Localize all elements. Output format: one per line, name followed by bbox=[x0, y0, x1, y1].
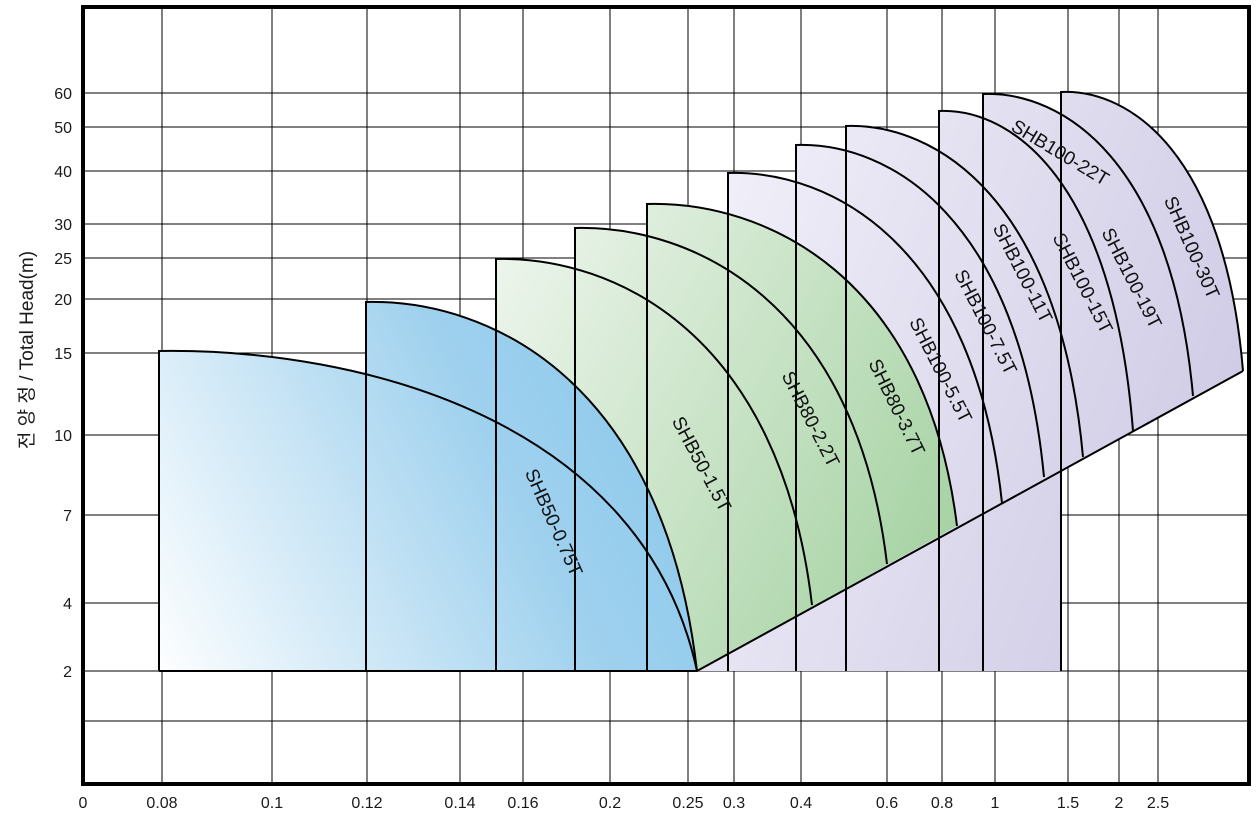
axis-tick-labels: 0 0.08 0.1 0.12 0.14 0.16 0.2 0.25 0.3 0.4 0.6 0.8 1… bbox=[54, 86, 1169, 812]
plot-frame bbox=[81, 5, 1251, 786]
curve-shb100-5-5t bbox=[646, 202, 958, 671]
x-tick-label: 0.6 bbox=[876, 795, 898, 812]
operating-area-fills bbox=[159, 91, 1243, 672]
y-tick-label: 15 bbox=[54, 346, 72, 363]
y-tick-label: 60 bbox=[54, 86, 72, 103]
x-tick-label: 0.1 bbox=[261, 795, 283, 812]
x-tick-label: 0.2 bbox=[599, 795, 621, 812]
x-tick-label: 2 bbox=[1115, 795, 1124, 812]
x-tick-label: 0.8 bbox=[931, 795, 953, 812]
x-tick-label: 0.4 bbox=[790, 795, 812, 812]
x-tick-label: 2.5 bbox=[1147, 795, 1169, 812]
area-shb50-0-75t bbox=[159, 350, 697, 671]
y-tick-label: 2 bbox=[63, 664, 72, 681]
y-tick-label: 7 bbox=[63, 508, 72, 525]
pump-curves bbox=[158, 90, 1244, 672]
x-tick-label: 0.3 bbox=[723, 795, 745, 812]
x-tick-label: 0.08 bbox=[146, 795, 177, 812]
curve-shb50-1-5t bbox=[365, 300, 698, 672]
y-tick-label: 40 bbox=[54, 164, 72, 181]
y-tick-label: 25 bbox=[54, 251, 72, 268]
y-tick-label: 10 bbox=[54, 428, 72, 445]
curve-shb80-3-7t bbox=[574, 226, 888, 671]
x-tick-label: 1 bbox=[991, 795, 1000, 812]
y-tick-label: 4 bbox=[63, 596, 72, 613]
x-tick-label: 0 bbox=[79, 795, 88, 812]
x-tick-label: 0.25 bbox=[672, 795, 703, 812]
y-tick-label: 30 bbox=[54, 217, 72, 234]
envelope-boundary bbox=[159, 370, 1244, 672]
x-tick-label: 0.14 bbox=[444, 795, 475, 812]
curve-shb100-19t bbox=[938, 109, 1134, 671]
x-tick-label: 0.16 bbox=[507, 795, 538, 812]
x-tick-label: 1.5 bbox=[1057, 795, 1079, 812]
curve-shb100-22t bbox=[982, 92, 1194, 671]
curve-shb50-0-75t bbox=[158, 349, 698, 672]
y-tick-label: 20 bbox=[54, 292, 72, 309]
curve-shb80-2-2t bbox=[495, 257, 813, 671]
y-tick-label: 50 bbox=[54, 120, 72, 137]
y-axis-label: 전 양 정 / Total Head(m) bbox=[16, 251, 38, 449]
curve-shb100-30t bbox=[1060, 90, 1244, 671]
x-tick-label: 0.12 bbox=[351, 795, 382, 812]
